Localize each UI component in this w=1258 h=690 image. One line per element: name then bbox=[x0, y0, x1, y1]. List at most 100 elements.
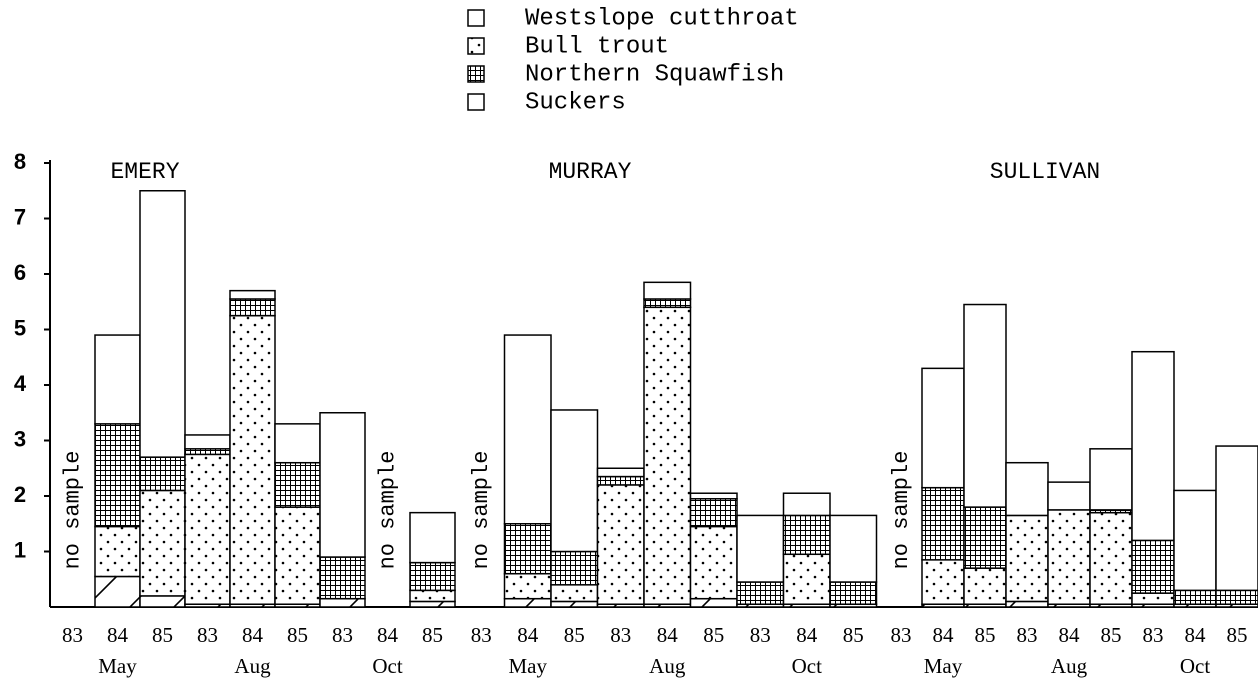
bar-segment bbox=[1089, 511, 1133, 605]
x-tick-label: 83 bbox=[610, 623, 631, 647]
legend-swatch bbox=[467, 93, 485, 111]
legend-label: Northern Squawfish bbox=[525, 61, 784, 88]
bar-segment bbox=[409, 561, 456, 592]
bar-segment bbox=[319, 412, 366, 558]
x-tick-label: 83 bbox=[332, 623, 353, 647]
bar-segment bbox=[229, 298, 276, 317]
x-tick-label: 84 bbox=[377, 623, 399, 647]
month-label: Aug bbox=[649, 654, 686, 678]
bar-segment bbox=[550, 550, 599, 586]
month-label: Aug bbox=[1051, 654, 1088, 678]
x-tick-label: 84 bbox=[1185, 623, 1207, 647]
y-tick-label: 2 bbox=[14, 482, 26, 507]
y-tick-label: 7 bbox=[14, 204, 26, 229]
legend-label: Westslope cutthroat bbox=[525, 5, 799, 32]
bar-segment bbox=[94, 334, 141, 425]
bar-segment bbox=[596, 475, 645, 486]
bar-segment bbox=[782, 553, 831, 605]
legend-swatch bbox=[467, 9, 485, 27]
bar-segment bbox=[1131, 592, 1175, 605]
bar-segment bbox=[689, 498, 738, 528]
bar-segment bbox=[409, 589, 456, 603]
x-tick-label: 84 bbox=[107, 623, 129, 647]
x-tick-label: 83 bbox=[62, 623, 83, 647]
x-tick-label: 83 bbox=[197, 623, 218, 647]
bar-segment bbox=[1047, 509, 1091, 605]
legend-label: Bull trout bbox=[525, 33, 669, 60]
bar-segment bbox=[963, 567, 1007, 605]
month-label: May bbox=[924, 654, 963, 678]
bar-segment bbox=[829, 581, 878, 605]
bar-segment bbox=[689, 525, 738, 600]
bar-segment bbox=[1215, 589, 1258, 605]
bar-segment bbox=[274, 461, 321, 508]
month-label: Oct bbox=[372, 654, 402, 678]
bar-segment bbox=[139, 190, 186, 458]
x-tick-label: 85 bbox=[1101, 623, 1122, 647]
y-tick-label: 8 bbox=[14, 149, 26, 174]
x-tick-label: 85 bbox=[422, 623, 443, 647]
bar-segment bbox=[689, 492, 738, 500]
month-label: Aug bbox=[234, 654, 271, 678]
annotation: no sample bbox=[889, 451, 914, 570]
bar-segment bbox=[1089, 448, 1133, 511]
bar-segment bbox=[184, 434, 231, 450]
bar-segment bbox=[1005, 514, 1049, 603]
y-tick-label: 1 bbox=[14, 537, 26, 562]
x-tick-label: 84 bbox=[1059, 623, 1081, 647]
bar-segment bbox=[139, 489, 186, 597]
bar-segment bbox=[1173, 489, 1217, 592]
bar-segment bbox=[1215, 445, 1258, 592]
bar-segment bbox=[94, 423, 141, 528]
bar-segment bbox=[736, 581, 785, 605]
bar-segment bbox=[184, 453, 231, 605]
bar-segment bbox=[1005, 461, 1049, 517]
bar-segment bbox=[736, 514, 785, 583]
x-tick-label: 83 bbox=[1017, 623, 1038, 647]
panel-title: EMERY bbox=[110, 159, 179, 185]
x-tick-label: 85 bbox=[703, 623, 724, 647]
bar-segment bbox=[550, 409, 599, 553]
y-tick-label: 5 bbox=[14, 315, 26, 340]
bar-segment bbox=[503, 334, 552, 525]
y-tick-label: 6 bbox=[14, 260, 26, 285]
bar-segment bbox=[689, 597, 738, 608]
annotation: no sample bbox=[60, 451, 85, 570]
bar-segment bbox=[550, 600, 599, 608]
bar-segment bbox=[319, 556, 366, 600]
annotation: no sample bbox=[375, 451, 400, 570]
bar-segment bbox=[1005, 600, 1049, 608]
bar-segment bbox=[503, 597, 552, 608]
bar-segment bbox=[94, 575, 141, 608]
bar-segment bbox=[184, 448, 231, 456]
bar-segment bbox=[1173, 589, 1217, 605]
month-label: May bbox=[98, 654, 137, 678]
x-tick-label: 83 bbox=[1143, 623, 1164, 647]
bar-segment bbox=[274, 506, 321, 605]
bar-segment bbox=[409, 511, 456, 564]
bar-segment bbox=[229, 314, 276, 605]
bar-segment bbox=[782, 514, 831, 556]
bar-segment bbox=[829, 514, 878, 583]
x-tick-label: 84 bbox=[657, 623, 679, 647]
x-tick-label: 84 bbox=[933, 623, 955, 647]
x-tick-label: 83 bbox=[471, 623, 492, 647]
x-tick-label: 83 bbox=[750, 623, 771, 647]
bar-segment bbox=[643, 306, 692, 605]
x-tick-label: 85 bbox=[1227, 623, 1248, 647]
x-tick-label: 85 bbox=[152, 623, 173, 647]
y-tick-label: 4 bbox=[14, 371, 27, 396]
bar-segment bbox=[921, 367, 965, 489]
y-tick-label: 3 bbox=[14, 426, 26, 451]
legend-swatch bbox=[467, 37, 485, 55]
bar-segment bbox=[921, 486, 965, 561]
x-tick-label: 84 bbox=[242, 623, 264, 647]
bar-segment bbox=[782, 492, 831, 517]
bar-segment bbox=[550, 584, 599, 603]
bar-segment bbox=[1047, 481, 1091, 511]
legend-swatch bbox=[467, 65, 485, 83]
bar-segment bbox=[1131, 350, 1175, 542]
bar-segment bbox=[643, 298, 692, 309]
month-label: Oct bbox=[792, 654, 822, 678]
bar-segment bbox=[319, 597, 366, 608]
